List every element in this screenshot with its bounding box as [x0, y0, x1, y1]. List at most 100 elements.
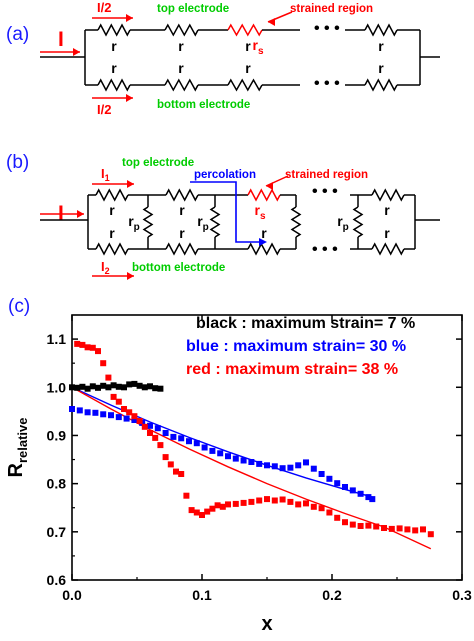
- series-2-point: [232, 500, 239, 507]
- series-2-point: [188, 507, 195, 514]
- series-2-point: [271, 497, 278, 504]
- series-2-point: [248, 498, 255, 505]
- bottom-resistor-far: [364, 78, 398, 92]
- series-1-point: [170, 433, 177, 440]
- panel-c-label: (c): [8, 296, 30, 317]
- series-1-point: [108, 412, 114, 419]
- top-resistor-label-b-2: r: [384, 202, 390, 218]
- series-1-point: [295, 462, 302, 469]
- series-1-point: [123, 415, 130, 422]
- series-2-point: [204, 508, 211, 515]
- series-1-point: [76, 407, 83, 414]
- rp-resistor-3: [352, 206, 364, 238]
- series-1-point: [154, 425, 161, 432]
- series-1-point: [326, 475, 333, 482]
- panel-b-circuit: (b) I I1 I2 top electrode bottom electro…: [6, 152, 440, 280]
- series-1-point: [92, 409, 99, 416]
- top-resistor-1: [164, 23, 199, 37]
- series-1-point: [193, 440, 200, 447]
- fit-line-1: [71, 386, 432, 550]
- bottom-resistor-label-0: r: [111, 60, 117, 76]
- y-axis-label: Rrelative: [5, 418, 30, 478]
- series-1-point: [349, 487, 356, 494]
- series-2-point: [209, 505, 216, 512]
- top-resistor-b-1: [165, 188, 199, 202]
- series-2-point: [357, 523, 364, 529]
- top-resistor-label-b-0: r: [109, 202, 115, 218]
- series-1-point: [240, 457, 247, 464]
- series-2-point: [404, 526, 411, 533]
- series-0-point: [152, 385, 159, 392]
- series-2-point: [183, 492, 190, 499]
- series-0-point: [95, 384, 101, 391]
- series-1-point: [232, 455, 239, 462]
- series-2-point: [225, 501, 231, 508]
- series-2-point: [152, 434, 159, 441]
- bottom-resistor-label-b-3: r: [261, 225, 267, 241]
- series-0-point: [79, 383, 86, 390]
- series-0-point: [136, 382, 143, 389]
- series-2-point: [342, 519, 348, 526]
- top-resistor-label-b-1: r: [179, 202, 185, 218]
- bottom-resistor-2: [227, 78, 263, 92]
- current-top-arrow-b-head: [127, 180, 134, 188]
- bottom-resistor-label-3: r: [245, 38, 251, 54]
- series-0-point: [84, 385, 91, 392]
- series-2-point: [105, 374, 112, 381]
- series-0-point: [100, 382, 107, 389]
- strained-resistor: [227, 23, 263, 37]
- series-2-point: [79, 341, 86, 348]
- bottom-electrode-label: bottom electrode: [157, 99, 250, 111]
- x-tick-label-3: 0.3: [452, 587, 472, 603]
- y-tick-label-0: 0.6: [47, 572, 67, 588]
- series-1-point: [303, 459, 309, 466]
- rp-resistor-0: [142, 206, 154, 238]
- series-2-point: [396, 525, 403, 532]
- series-2-point: [162, 454, 169, 461]
- bottom-resistor-label-b-2: r: [384, 225, 390, 241]
- series-1-point: [357, 490, 364, 497]
- series-0-point: [89, 383, 96, 390]
- top-electrode-label-b: top electrode: [122, 157, 194, 169]
- series-1-point: [279, 465, 286, 472]
- series-0-point: [157, 385, 164, 392]
- series-1-point: [178, 435, 185, 442]
- series-2-point: [381, 525, 387, 531]
- series-2-point: [214, 502, 221, 509]
- bottom-resistor-label-mid: r: [245, 60, 251, 76]
- panel-a-label: (a): [6, 24, 29, 45]
- y-tick-label-2: 0.8: [47, 476, 67, 492]
- top-resistor-b-far: [371, 188, 405, 202]
- x-tick-label-1: 0.1: [192, 587, 212, 603]
- series-1-point: [115, 414, 122, 421]
- current-in-label: I: [58, 28, 64, 51]
- current-top-label: I/2: [97, 0, 111, 15]
- series-2-point: [388, 525, 395, 532]
- current-bottom-arrow-b-head: [127, 272, 134, 280]
- y-tick-label-5: 1.1: [47, 331, 67, 347]
- strained-region-label-b: strained region: [285, 169, 368, 181]
- series-1-point: [217, 450, 224, 457]
- series-2-point: [110, 393, 117, 400]
- bottom-resistor-b-far: [371, 242, 405, 256]
- series-1-point: [84, 409, 91, 416]
- ellipsis-bottom-b: • • •: [312, 241, 338, 258]
- series-1-point: [342, 484, 348, 490]
- legend-red: red : maximum strain= 38 %: [186, 361, 398, 378]
- series-1-point: [310, 465, 317, 472]
- rp-label-2: rp: [337, 213, 349, 233]
- bottom-resistor-b-1: [165, 242, 199, 256]
- series-2-point: [264, 496, 270, 503]
- panel-b-label: (b): [6, 152, 29, 173]
- bottom-resistor-label-b-1: r: [179, 225, 185, 241]
- strained-resistor-label-b: rs: [254, 202, 265, 222]
- series-2-point: [178, 471, 185, 477]
- series-2-point: [167, 461, 174, 468]
- series-0-point: [105, 384, 112, 391]
- series-2-point: [199, 512, 205, 518]
- series-2-point: [173, 468, 179, 475]
- current-in-arrow-b-head: [77, 210, 84, 218]
- series-2-point: [318, 505, 325, 512]
- strained-region-label: strained region: [290, 3, 373, 15]
